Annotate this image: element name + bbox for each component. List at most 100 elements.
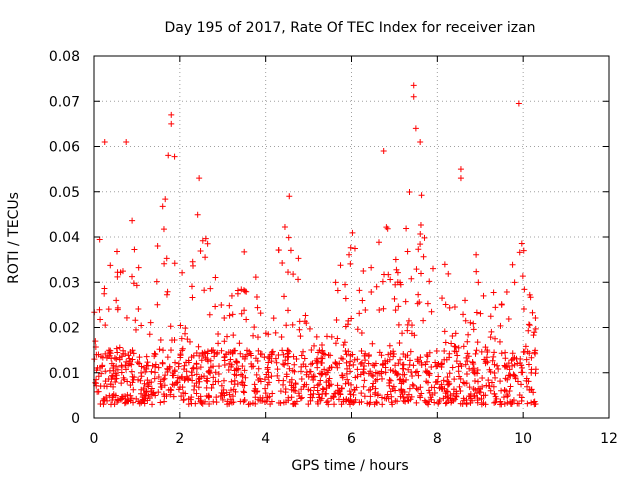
data-point [492,399,499,406]
data-point [227,356,234,363]
data-point [167,391,174,398]
data-point [491,349,498,356]
data-point [325,401,332,408]
data-point [356,310,363,317]
data-point [110,391,117,398]
data-point [492,374,499,381]
data-point [518,364,525,371]
data-point [295,276,302,283]
data-point [255,347,262,354]
data-point [204,350,211,357]
data-point [193,371,200,378]
data-point [445,378,452,385]
data-point [314,355,321,362]
data-point [142,368,149,375]
data-point [262,385,269,392]
data-point [257,310,264,317]
data-point [529,309,536,316]
data-point [210,381,217,388]
data-point [333,316,340,323]
data-point [384,391,391,398]
data-point [433,347,440,354]
data-point [487,387,494,394]
data-point [197,398,204,405]
data-point [190,352,197,359]
data-point [179,384,186,391]
data-point [242,288,249,295]
data-point [378,352,385,359]
data-point [452,330,459,337]
data-point [205,368,212,375]
data-point [115,397,122,404]
data-point [525,321,532,328]
data-point [215,371,222,378]
data-point [177,351,184,358]
data-point [404,248,411,255]
data-point [441,348,448,355]
data-point [284,353,291,360]
data-point [273,359,280,366]
data-point [286,378,293,385]
data-point [182,330,189,337]
data-point [308,346,315,353]
data-point [155,373,162,380]
data-point [394,398,401,405]
x-tick-label: 12 [600,431,618,447]
data-point [239,372,246,379]
data-point [241,397,248,404]
data-point [123,366,130,373]
data-point [483,354,490,361]
data-point [265,359,272,366]
data-point [262,330,269,337]
data-point [400,394,407,401]
data-point [426,278,433,285]
data-point [261,354,268,361]
data-point [502,375,509,382]
data-point [358,348,365,355]
data-point [164,354,171,361]
y-tick-label: 0.01 [49,366,80,382]
data-point [361,362,368,369]
data-point [110,362,117,369]
data-point [118,363,125,370]
data-point [223,351,230,358]
data-point [402,298,409,305]
data-point [528,369,535,376]
data-point [275,246,282,253]
data-point [204,240,211,247]
data-point [343,396,350,403]
data-point [474,370,481,377]
data-point [117,396,124,403]
data-point [118,380,125,387]
data-point [392,256,399,263]
data-point [178,335,185,342]
data-point [496,338,503,345]
data-point [113,356,120,363]
data-point [251,387,258,394]
data-point [254,358,261,365]
data-point [386,382,393,389]
data-point [502,355,509,362]
data-point [163,255,170,262]
data-point [393,266,400,273]
data-point [109,394,116,401]
data-point [211,349,218,356]
data-point [332,359,339,366]
data-point [497,378,504,385]
data-point [138,322,145,329]
x-tick-label: 4 [261,431,270,447]
data-point [105,347,112,354]
data-point [395,360,402,367]
data-point [282,399,289,406]
data-point [399,365,406,372]
data-point [430,265,437,272]
data-point [92,338,99,345]
data-point [498,301,505,308]
data-point [283,371,290,378]
data-point [346,362,353,369]
data-point [530,389,537,396]
data-point [212,369,219,376]
data-point [111,401,118,408]
data-point [212,378,219,385]
data-point [249,400,256,407]
